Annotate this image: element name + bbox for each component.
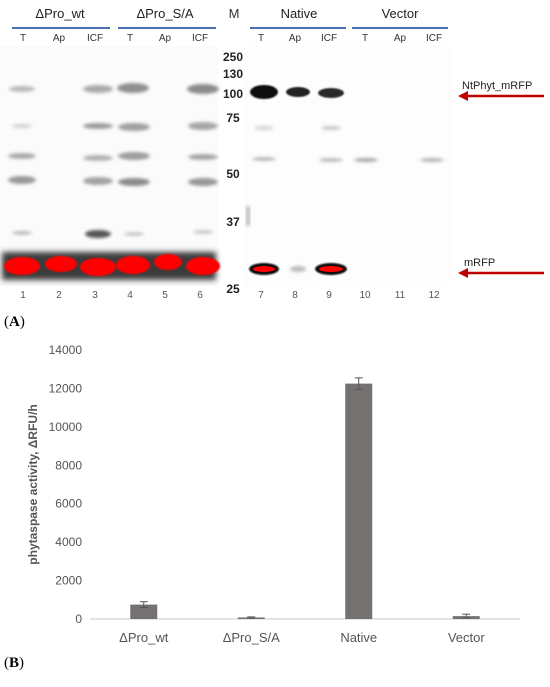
lane-label: T bbox=[126, 33, 134, 44]
mw-marker: 100 bbox=[222, 87, 244, 101]
group-underline bbox=[352, 27, 448, 29]
arrow-left-icon bbox=[458, 268, 544, 278]
mw-marker: 250 bbox=[222, 50, 244, 64]
lane-number: 3 bbox=[92, 290, 98, 301]
mw-marker: 50 bbox=[226, 167, 240, 181]
y-tick-label: 8000 bbox=[55, 458, 82, 472]
y-tick-label: 10000 bbox=[49, 420, 83, 434]
lane-number: 4 bbox=[127, 290, 133, 301]
error-bar bbox=[354, 377, 363, 390]
y-axis-label: phytaspase activity, ΔRFU/h bbox=[26, 404, 40, 564]
left-blot bbox=[0, 46, 220, 286]
lane-number: 8 bbox=[292, 290, 298, 301]
error-bar bbox=[139, 601, 148, 608]
group-underline bbox=[118, 27, 216, 29]
lane-label: ICF bbox=[191, 33, 209, 44]
group-title-dpro-sa: ΔPro_S/A bbox=[136, 6, 194, 21]
lane-label: T bbox=[19, 33, 27, 44]
lane-number: 2 bbox=[56, 290, 62, 301]
lane-label: Ap bbox=[158, 33, 172, 44]
lane-label: Ap bbox=[393, 33, 407, 44]
mw-marker: 25 bbox=[226, 282, 240, 296]
x-category-label: Vector bbox=[448, 630, 486, 645]
group-title-native: Native bbox=[280, 6, 318, 21]
group-title-dpro-wt: ΔPro_wt bbox=[35, 6, 85, 21]
lane-label: Ap bbox=[288, 33, 302, 44]
group-title-vector: Vector bbox=[381, 6, 419, 21]
annotation-ntphyt-mrfp: NtPhyt_mRFP bbox=[462, 80, 533, 92]
y-tick-label: 12000 bbox=[49, 381, 83, 395]
x-category-label: ΔPro_S/A bbox=[223, 630, 280, 645]
lane-label: ICF bbox=[320, 33, 338, 44]
lane-number: 5 bbox=[162, 290, 168, 301]
y-tick-label: 14000 bbox=[49, 343, 83, 357]
error-bar bbox=[462, 613, 471, 619]
arrow-left-icon bbox=[458, 91, 544, 101]
bar bbox=[130, 604, 158, 619]
group-underline bbox=[12, 27, 110, 29]
lane-number: 12 bbox=[428, 290, 440, 301]
group-underline bbox=[250, 27, 346, 29]
lane-label: Ap bbox=[52, 33, 66, 44]
lane-number: 11 bbox=[394, 290, 406, 301]
y-tick-label: 6000 bbox=[55, 497, 82, 511]
y-tick-label: 2000 bbox=[55, 574, 82, 588]
x-category-label: Native bbox=[340, 630, 377, 645]
panel-label-a: (A) bbox=[4, 314, 25, 330]
x-axis-labels: ΔPro_wt ΔPro_S/A Native Vector bbox=[119, 630, 485, 645]
lane-label: ICF bbox=[86, 33, 104, 44]
bar bbox=[345, 383, 373, 619]
annotation-mrfp: mRFP bbox=[464, 257, 496, 269]
activity-bar-chart: 0 2000 4000 6000 8000 10000 12000 14000 ΔPro_wt… bbox=[0, 332, 550, 657]
lane-label: ICF bbox=[425, 33, 443, 44]
panel-label-b: (B) bbox=[4, 655, 25, 671]
y-axis-ticks: 0 2000 4000 6000 8000 10000 12000 14000 bbox=[49, 343, 83, 626]
mw-marker: 37 bbox=[226, 215, 240, 229]
lane-label: T bbox=[257, 33, 265, 44]
bars bbox=[130, 377, 480, 619]
lane-label: T bbox=[361, 33, 369, 44]
y-tick-label: 4000 bbox=[55, 535, 82, 549]
chart-svg: 0 2000 4000 6000 8000 10000 12000 14000 ΔPro_wt… bbox=[26, 343, 520, 645]
mw-marker: 130 bbox=[222, 67, 244, 81]
y-tick-label: 0 bbox=[75, 612, 82, 626]
error-bar bbox=[247, 616, 256, 619]
lane-number: 7 bbox=[258, 290, 264, 301]
right-blot bbox=[245, 46, 450, 286]
lane-number: 6 bbox=[197, 290, 203, 301]
lane-number: 9 bbox=[326, 290, 332, 301]
lane-number: 10 bbox=[359, 290, 371, 301]
mw-marker: 75 bbox=[226, 111, 240, 125]
blot-membrane-image bbox=[0, 46, 452, 286]
lane-number: 1 bbox=[20, 290, 26, 301]
x-category-label: ΔPro_wt bbox=[119, 630, 169, 645]
marker-header: M bbox=[228, 6, 240, 21]
